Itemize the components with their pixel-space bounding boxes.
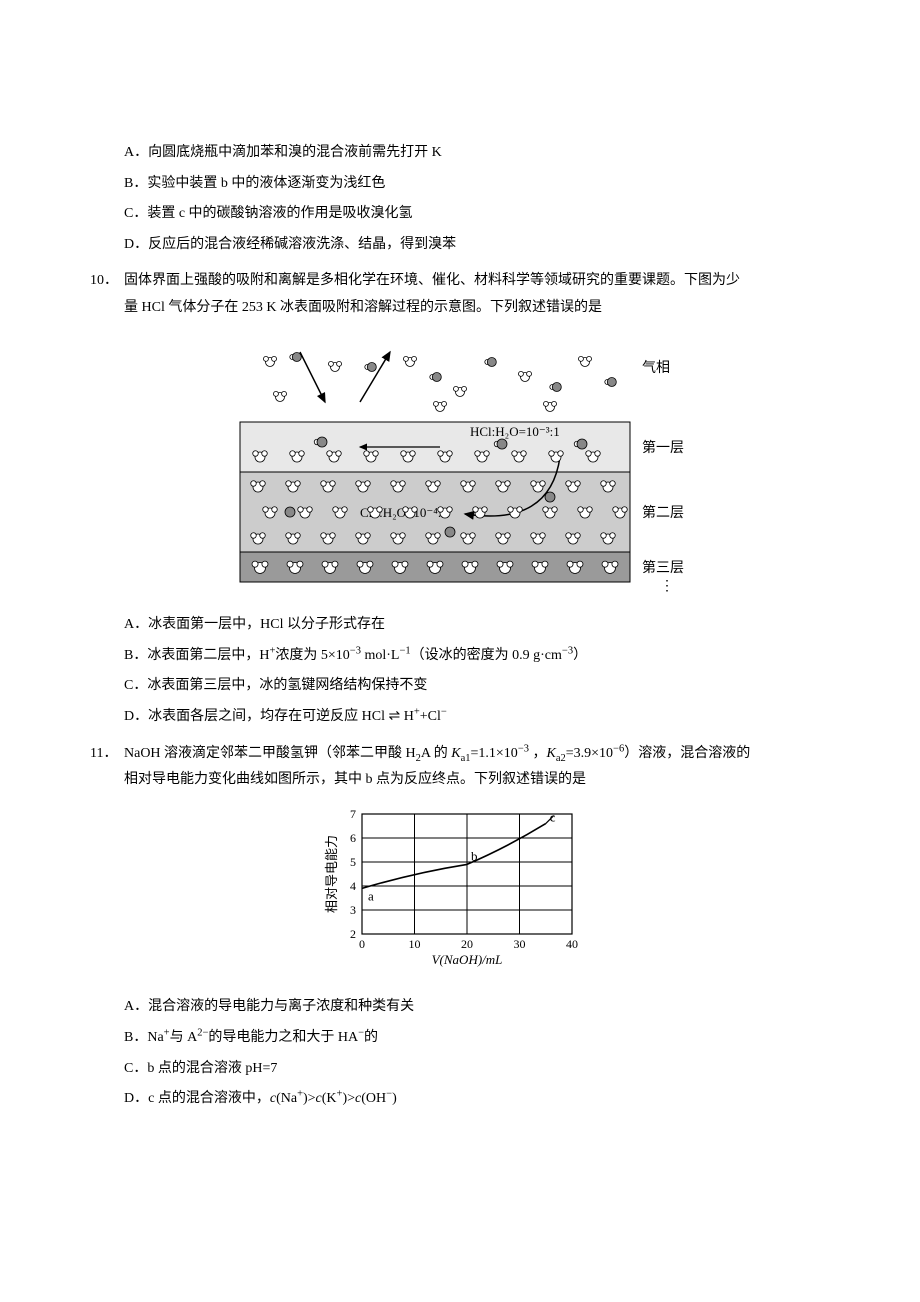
- svg-text:V(NaOH)/mL: V(NaOH)/mL: [432, 952, 503, 967]
- option-text: 装置 c 中的碳酸钠溶液的作用是吸收溴化氢: [147, 206, 412, 221]
- option-text: 冰表面第三层中，冰的氢键网络结构保持不变: [147, 678, 427, 693]
- q11-number: 11．: [90, 741, 124, 768]
- equilibrium-arrow-icon: ⇌: [388, 709, 400, 724]
- option-label: A．: [124, 999, 148, 1014]
- option-label: C．: [124, 1061, 147, 1076]
- q10-figure: 气相第一层第二层第三层⋮HCl:H₂O=10⁻³:1Cl⁻:H₂O=10⁻⁴:1: [90, 332, 830, 603]
- svg-text:HCl:H₂O=10⁻³:1: HCl:H₂O=10⁻³:1: [470, 424, 560, 439]
- q10-option-B: B．冰表面第二层中，H+浓度为 5×10−3 mol·L−1（设冰的密度为 0.…: [90, 643, 830, 670]
- q10-option-A: A．冰表面第一层中，HCl 以分子形式存在: [90, 612, 830, 639]
- option-text: 冰表面各层之间，均存在可逆反应 HCl ⇌ H++Cl−: [148, 709, 447, 724]
- ice-surface-diagram: 气相第一层第二层第三层⋮HCl:H₂O=10⁻³:1Cl⁻:H₂O=10⁻⁴:1: [230, 332, 690, 592]
- svg-text:相对导电能力: 相对导电能力: [324, 835, 339, 913]
- option-label: C．: [124, 206, 147, 221]
- svg-text:3: 3: [350, 903, 356, 917]
- q10-option-C: C．冰表面第三层中，冰的氢键网络结构保持不变: [90, 673, 830, 700]
- q11-stem-line2: 相对导电能力变化曲线如图所示，其中 b 点为反应终点。下列叙述错误的是: [90, 767, 830, 794]
- svg-text:b: b: [471, 848, 478, 863]
- option-text: 冰表面第二层中，H+浓度为 5×10−3 mol·L−1（设冰的密度为 0.9 …: [147, 648, 587, 663]
- option-text: Na+与 A2−的导电能力之和大于 HA−的: [147, 1030, 378, 1045]
- q11-option-B: B．Na+与 A2−的导电能力之和大于 HA−的: [90, 1025, 830, 1052]
- svg-text:气相: 气相: [642, 360, 670, 376]
- q9-option-D: D．反应后的混合液经稀碱溶液洗涤、结晶，得到溴苯: [90, 232, 830, 259]
- svg-text:10: 10: [409, 937, 421, 951]
- svg-text:4: 4: [350, 879, 356, 893]
- option-text: b 点的混合溶液 pH=7: [147, 1061, 277, 1076]
- svg-text:6: 6: [350, 831, 356, 845]
- option-text: 混合溶液的导电能力与离子浓度和种类有关: [148, 999, 414, 1014]
- q10-stem-line2: 量 HCl 气体分子在 253 K 冰表面吸附和溶解过程的示意图。下列叙述错误的…: [90, 295, 830, 322]
- option-label: C．: [124, 678, 147, 693]
- svg-text:第三层: 第三层: [642, 559, 684, 576]
- svg-text:0: 0: [359, 937, 365, 951]
- option-text: 冰表面第一层中，HCl 以分子形式存在: [148, 617, 385, 632]
- option-text: 实验中装置 b 中的液体逐渐变为浅红色: [147, 176, 385, 191]
- svg-text:7: 7: [350, 807, 356, 821]
- svg-text:5: 5: [350, 855, 356, 869]
- option-label: D．: [124, 709, 148, 724]
- q11-body: NaOH 溶液滴定邻苯二甲酸氢钾（邻苯二甲酸 H2A 的 Ka1=1.1×10−…: [124, 741, 830, 768]
- svg-text:30: 30: [514, 937, 526, 951]
- q11: 11． NaOH 溶液滴定邻苯二甲酸氢钾（邻苯二甲酸 H2A 的 Ka1=1.1…: [90, 741, 830, 768]
- option-label: B．: [124, 1030, 147, 1045]
- svg-text:40: 40: [566, 937, 578, 951]
- q10-stem-line1: 固体界面上强酸的吸附和离解是多相化学在环境、催化、材料科学等领域研究的重要课题。…: [124, 268, 830, 295]
- svg-text:2: 2: [350, 927, 356, 941]
- option-text: 向圆底烧瓶中滴加苯和溴的混合液前需先打开 K: [148, 145, 442, 160]
- option-label: D．: [124, 237, 148, 252]
- option-label: B．: [124, 176, 147, 191]
- q10-number: 10．: [90, 268, 124, 295]
- q11-option-A: A．混合溶液的导电能力与离子浓度和种类有关: [90, 994, 830, 1021]
- svg-text:第二层: 第二层: [642, 504, 684, 521]
- q11-option-C: C．b 点的混合溶液 pH=7: [90, 1056, 830, 1083]
- svg-text:⋮: ⋮: [660, 579, 674, 592]
- q11-figure: 010203040234567V(NaOH)/mL相对导电能力abc: [90, 804, 830, 985]
- page: A．向圆底烧瓶中滴加苯和溴的混合液前需先打开 K B．实验中装置 b 中的液体逐…: [0, 0, 920, 1302]
- q11-option-D: D．c 点的混合溶液中，c(Na+)>c(K+)>c(OH−): [90, 1086, 830, 1113]
- svg-text:第一层: 第一层: [642, 439, 684, 456]
- q10: 10． 固体界面上强酸的吸附和离解是多相化学在环境、催化、材料科学等领域研究的重…: [90, 268, 830, 295]
- q9-option-C: C．装置 c 中的碳酸钠溶液的作用是吸收溴化氢: [90, 201, 830, 228]
- option-label: A．: [124, 617, 148, 632]
- q9-option-A: A．向圆底烧瓶中滴加苯和溴的混合液前需先打开 K: [90, 140, 830, 167]
- option-label: B．: [124, 648, 147, 663]
- option-label: A．: [124, 145, 148, 160]
- conductivity-chart: 010203040234567V(NaOH)/mL相对导电能力abc: [320, 804, 600, 974]
- svg-text:a: a: [368, 888, 374, 903]
- q10-option-D: D．冰表面各层之间，均存在可逆反应 HCl ⇌ H++Cl−: [90, 704, 830, 731]
- q9-option-B: B．实验中装置 b 中的液体逐渐变为浅红色: [90, 171, 830, 198]
- svg-text:20: 20: [461, 937, 473, 951]
- q10-body: 固体界面上强酸的吸附和离解是多相化学在环境、催化、材料科学等领域研究的重要课题。…: [124, 268, 830, 295]
- option-label: D．: [124, 1091, 148, 1106]
- option-text: c 点的混合溶液中，c(Na+)>c(K+)>c(OH−): [148, 1091, 397, 1106]
- option-text: 反应后的混合液经稀碱溶液洗涤、结晶，得到溴苯: [148, 237, 456, 252]
